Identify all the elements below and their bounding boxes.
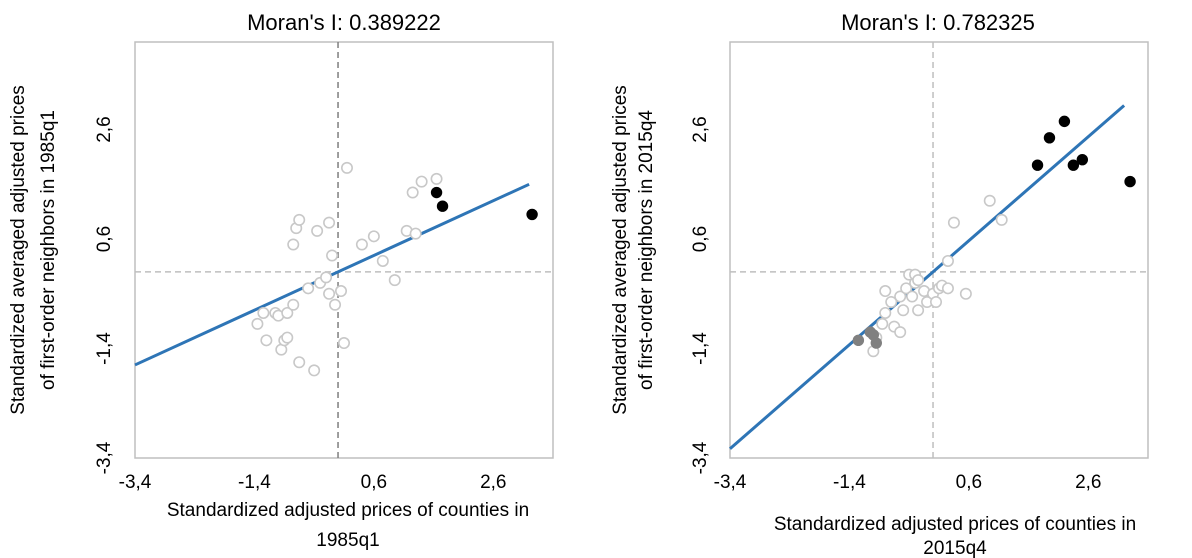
hollow-point [406,186,419,199]
filled-point [430,186,443,199]
hollow-point [894,290,907,303]
filled-point [1043,132,1056,144]
hollow-point [311,224,324,237]
hollow-point [983,194,996,207]
hollow-point [287,238,300,251]
plot-frame [134,41,554,459]
filled-point [1067,159,1080,171]
y-tick-label: -3,4 [690,441,711,474]
y-tick-label: 2,6 [690,116,711,142]
hollow-point [287,298,300,311]
hollow-point [320,271,333,284]
hollow-point [293,356,306,369]
scatter-panel-2: Moran's I: 0.782325 -3,4 -1,4 0,6 2,6 -3,4 -1,… [610,10,1149,558]
filled-point [1031,159,1044,171]
hollow-point [302,282,315,295]
x-tick-label: -1,4 [833,472,866,493]
hollow-point [329,298,342,311]
x-tick-label: -1,4 [238,472,271,493]
hollow-point [260,334,273,347]
hollow-point [323,216,336,229]
y-tick-label: 0,6 [690,226,711,252]
regression-line [729,104,1126,450]
scatter-panel-1: Moran's I: 0.389222 -3,4 -1,4 0,6 2,6 -3,4 -1,… [8,10,554,551]
hollow-point [323,287,336,300]
hollow-point [281,306,294,319]
x-tick-label: -3,4 [119,472,152,493]
x-axis-title: 2015q4 [923,538,987,558]
filled-point [526,208,538,221]
hollow-point [879,285,892,298]
hollow-point [906,290,919,303]
hollow-point [308,364,321,377]
hollow-point [251,317,264,330]
hollow-point [293,213,306,226]
x-tick-label: -3,4 [714,472,747,493]
hollow-point [941,282,954,295]
hollow-point [995,213,1008,226]
hollow-point [930,295,943,308]
chart-title: Moran's I: 0.389222 [247,10,441,35]
chart-title: Moran's I: 0.782325 [841,10,1035,35]
hollow-point [879,306,892,319]
hollow-point [900,282,913,295]
x-tick-label: 2,6 [1075,472,1101,493]
x-tick-label: 0,6 [361,472,387,493]
regression-line [134,182,530,367]
filled-point [1124,175,1136,188]
hollow-point [885,295,898,308]
hollow-point [376,254,389,267]
plot-frame [729,41,1149,459]
hollow-point [876,317,889,330]
hollow-point [337,337,350,350]
x-axis-title: 1985q1 [316,530,379,551]
hollow-point [388,274,401,287]
hollow-point [281,331,294,344]
filled-point [852,334,865,347]
y-tick-label: -1,4 [690,332,711,365]
hollow-point [912,274,925,287]
filled-point [436,200,449,212]
hollow-point [894,326,907,339]
x-tick-label: 0,6 [956,472,982,493]
hollow-point [415,175,428,188]
hollow-point [912,304,925,317]
y-tick-label: 2,6 [94,116,115,142]
x-tick-label: 2,6 [480,472,506,493]
filled-point [870,337,882,349]
hollow-point [941,254,954,267]
y-tick-label: 0,6 [94,226,115,252]
filled-point [1058,115,1071,128]
hollow-point [326,249,339,262]
hollow-point [340,161,353,174]
hollow-point [959,287,972,300]
hollow-point [947,216,960,229]
y-tick-label: -1,4 [94,332,115,365]
y-axis-title: Standardized averaged adjusted prices [8,85,29,415]
hollow-point [409,227,422,240]
hollow-point [335,285,348,298]
y-tick-label: -3,4 [94,441,115,474]
y-axis-title: of first-order neighbors in 1985q1 [38,110,59,390]
hollow-point [355,238,368,251]
x-axis-title: Standardized adjusted prices of counties… [167,500,529,521]
y-axis-title: Standardized averaged adjusted prices [610,85,631,415]
y-axis-title: of first-order neighbors in 2015q4 [636,110,657,390]
filled-point [1076,153,1089,166]
hollow-point [257,306,270,319]
hollow-point [897,304,910,317]
hollow-point [430,172,443,185]
hollow-point [367,230,380,243]
x-axis-title: Standardized adjusted prices of counties… [774,514,1136,535]
